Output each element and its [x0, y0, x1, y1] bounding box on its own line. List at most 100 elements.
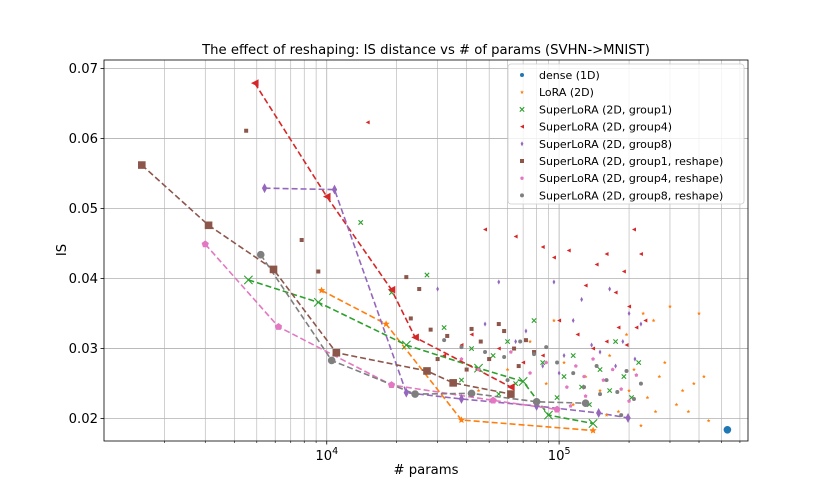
data-point: [532, 397, 541, 406]
data-point: [554, 394, 560, 401]
data-point: [614, 363, 617, 369]
data-point: [459, 345, 464, 350]
data-point: [483, 321, 487, 327]
data-point: [553, 405, 561, 413]
data-point: [594, 262, 599, 267]
data-point: [313, 297, 323, 307]
data-point: [540, 353, 545, 358]
data-point: [601, 378, 606, 382]
data-point: [531, 317, 537, 324]
data-point: [619, 387, 624, 391]
data-point: [243, 275, 253, 285]
y-tick-label: 0.07: [69, 62, 98, 77]
data-point: [615, 389, 620, 394]
data-point: [598, 388, 602, 393]
data-point: [639, 321, 643, 327]
data-point: [441, 324, 447, 331]
data-point: [445, 333, 450, 338]
data-point: [706, 418, 711, 423]
data-point: [632, 367, 636, 372]
data-point: [436, 286, 440, 292]
data-points: [138, 79, 732, 434]
data-point: [528, 371, 532, 375]
legend-label: SuperLoRA (2D, group8): [539, 138, 672, 151]
data-point: [476, 367, 481, 372]
frontier-line: [260, 254, 586, 404]
data-point: [616, 409, 621, 414]
data-point: [552, 279, 556, 285]
data-point: [201, 240, 209, 248]
legend-label: LoRA (2D): [539, 86, 594, 99]
data-point: [476, 388, 481, 393]
legend-label: SuperLoRA (2D, group4, reshape): [539, 172, 723, 185]
data-point: [322, 192, 331, 201]
data-point: [299, 237, 304, 242]
data-point: [404, 275, 409, 280]
legend-marker: [520, 159, 524, 163]
data-point: [561, 373, 567, 380]
data-point: [557, 370, 561, 376]
data-point: [634, 325, 639, 330]
data-point: [513, 234, 518, 239]
y-tick-label: 0.03: [69, 342, 98, 357]
data-point: [616, 325, 621, 330]
data-point: [524, 328, 528, 334]
data-point: [641, 311, 646, 316]
data-point: [442, 338, 447, 343]
data-point: [621, 338, 625, 345]
data-point: [365, 120, 370, 125]
data-point: [653, 409, 658, 414]
data-point: [331, 184, 338, 195]
data-point: [597, 366, 603, 373]
data-point: [580, 296, 584, 303]
data-point: [562, 360, 566, 365]
data-point: [497, 279, 501, 285]
data-point: [627, 388, 631, 393]
data-point: [512, 346, 517, 351]
data-point: [449, 379, 457, 387]
data-point: [489, 396, 497, 404]
data-point: [483, 227, 488, 232]
data-point: [424, 272, 430, 278]
data-point: [505, 378, 510, 383]
data-point: [590, 342, 594, 348]
data-point: [631, 227, 636, 232]
legend-label: dense (1D): [539, 69, 600, 82]
data-point: [544, 381, 549, 386]
data-point: [518, 376, 528, 387]
data-point: [582, 385, 587, 390]
data-point: [496, 322, 501, 327]
data-point: [643, 318, 648, 323]
data-point: [557, 318, 562, 323]
legend-marker: [520, 73, 524, 77]
data-point: [624, 332, 629, 337]
data-point: [575, 332, 580, 337]
data-point: [483, 350, 488, 355]
data-point: [274, 323, 283, 330]
data-point: [627, 304, 632, 309]
data-point: [627, 399, 631, 403]
data-point: [458, 394, 465, 404]
data-point: [428, 327, 433, 332]
data-point: [457, 416, 466, 424]
data-point: [138, 161, 146, 169]
data-point: [435, 357, 440, 362]
data-point: [624, 343, 629, 348]
data-point: [540, 359, 546, 366]
legend-label: SuperLoRA (2D, group8, reshape): [539, 189, 723, 202]
data-point: [502, 354, 507, 359]
data-point: [702, 374, 706, 379]
data-point: [516, 364, 521, 369]
data-point: [261, 183, 268, 194]
data-point: [543, 410, 554, 420]
data-point: [411, 390, 419, 398]
data-point: [697, 311, 701, 316]
y-tick-label: 0.04: [69, 272, 98, 287]
data-point: [508, 350, 513, 354]
x-tick-label: 105: [548, 446, 571, 464]
data-point: [624, 368, 629, 373]
data-point: [505, 367, 510, 372]
data-point: [469, 326, 474, 331]
data-point: [467, 389, 476, 398]
data-point: [490, 352, 496, 359]
